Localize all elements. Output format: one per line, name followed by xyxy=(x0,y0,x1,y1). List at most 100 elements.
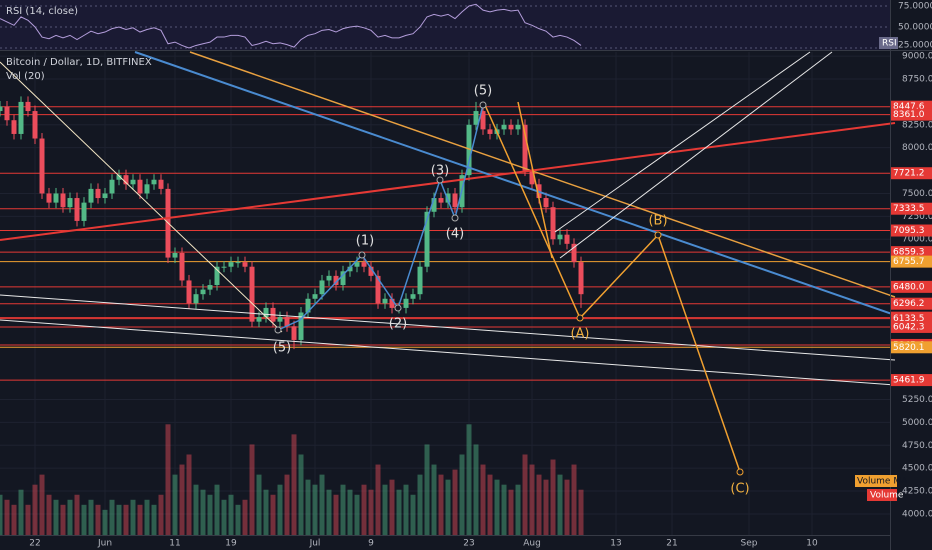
wave-point xyxy=(479,101,487,109)
candle-body xyxy=(200,289,206,295)
volume-bar xyxy=(95,504,101,535)
candle-body xyxy=(242,262,248,267)
wave-label: (A) xyxy=(570,327,589,342)
candle-body xyxy=(74,198,80,221)
candle-body xyxy=(487,129,493,134)
candle-body xyxy=(473,111,479,125)
wave-point xyxy=(394,304,402,312)
candle-body xyxy=(277,317,283,322)
volume-bar xyxy=(74,494,80,535)
rsi-tick-label: 75.0000 xyxy=(898,1,932,11)
x-tick-label: 21 xyxy=(666,539,677,549)
volume-bar xyxy=(452,469,458,535)
volume-bar xyxy=(543,479,549,535)
candle-body xyxy=(263,307,269,318)
volume-bar xyxy=(564,479,570,535)
level-label: 8447.6 xyxy=(893,102,925,112)
candle-body xyxy=(543,198,549,208)
candle-body xyxy=(46,193,52,203)
volume-bar xyxy=(123,504,129,535)
wave-label: (2) xyxy=(389,317,407,332)
y-tick-label: 8000.0 xyxy=(902,143,932,153)
candle-body xyxy=(53,193,59,203)
candle-body xyxy=(144,184,150,194)
y-tick-label: 4000.0 xyxy=(902,509,932,519)
candle-body xyxy=(0,106,3,112)
level-tag xyxy=(891,246,932,259)
level-label: 7095.3 xyxy=(893,226,925,236)
volume-bar xyxy=(284,474,290,535)
candle-body xyxy=(557,234,563,240)
abc-path xyxy=(517,101,553,259)
volume-bar xyxy=(487,474,493,535)
level-tag xyxy=(891,280,932,293)
candle-body xyxy=(123,175,129,185)
volume-bar xyxy=(200,489,206,535)
volume-bar xyxy=(354,494,360,535)
candle-body xyxy=(256,317,262,322)
x-tick-label: Jul xyxy=(309,539,321,549)
level-label: 5820.1 xyxy=(893,343,925,353)
candle-body xyxy=(480,111,486,130)
candle-body xyxy=(438,198,444,203)
volume-bar xyxy=(312,484,318,535)
trend-line xyxy=(0,122,896,241)
candle-body xyxy=(32,111,38,139)
volume-bar xyxy=(221,499,227,535)
volume-bar xyxy=(102,509,108,535)
volume-bar xyxy=(4,499,10,535)
candle-body xyxy=(18,101,24,134)
volume-bar xyxy=(375,464,381,535)
wave-label: (B) xyxy=(648,214,667,229)
wave-point xyxy=(451,214,459,222)
volume-bar xyxy=(396,489,402,535)
volume-bar xyxy=(46,494,52,535)
x-tick-label: 9 xyxy=(368,539,374,549)
candle-body xyxy=(207,285,213,290)
volume-bar xyxy=(179,464,185,535)
volume-bar xyxy=(571,464,577,535)
volume-bar xyxy=(333,494,339,535)
candle-body xyxy=(515,124,521,130)
candle-body xyxy=(67,198,73,208)
candle-body xyxy=(130,179,136,185)
candle-body xyxy=(158,179,164,189)
candle-body xyxy=(228,262,234,267)
level-label: 7333.5 xyxy=(893,204,925,214)
volume-bar xyxy=(39,474,45,535)
candle-body xyxy=(193,294,199,304)
candle-body xyxy=(39,138,45,194)
volume-bar xyxy=(158,494,164,535)
volume-bar xyxy=(193,484,199,535)
volume-bar xyxy=(382,484,388,535)
volume-bar xyxy=(508,489,514,535)
volume-bar xyxy=(550,459,556,535)
level-label: 5461.9 xyxy=(893,376,925,386)
drawings xyxy=(0,51,896,476)
rsi-badge: RSI xyxy=(882,39,897,49)
candle-body xyxy=(501,124,507,130)
volume-bar xyxy=(319,474,325,535)
y-tick-label: 9000.0 xyxy=(902,52,932,62)
wave-label: (C) xyxy=(730,482,749,497)
volume-bar xyxy=(235,504,241,535)
wave-label: (1) xyxy=(356,234,374,249)
volume-bar xyxy=(67,499,73,535)
volume-bar xyxy=(53,499,59,535)
candle-body xyxy=(151,179,157,185)
legend-item: Volume MA xyxy=(857,477,908,487)
y-tick-label: 5250.0 xyxy=(902,395,932,405)
level-label: 6480.0 xyxy=(893,282,925,292)
candle-body xyxy=(445,193,451,203)
candle-body xyxy=(88,188,94,203)
volume-bar xyxy=(116,504,122,535)
wave-label: (5) xyxy=(273,341,291,356)
volume-bar xyxy=(25,504,31,535)
wave-point xyxy=(274,326,282,334)
candle-body xyxy=(284,317,290,327)
rsi-badge-bg xyxy=(879,37,898,49)
candle-body xyxy=(60,193,66,208)
legend-bg xyxy=(855,475,897,487)
volume-bar xyxy=(270,494,276,535)
